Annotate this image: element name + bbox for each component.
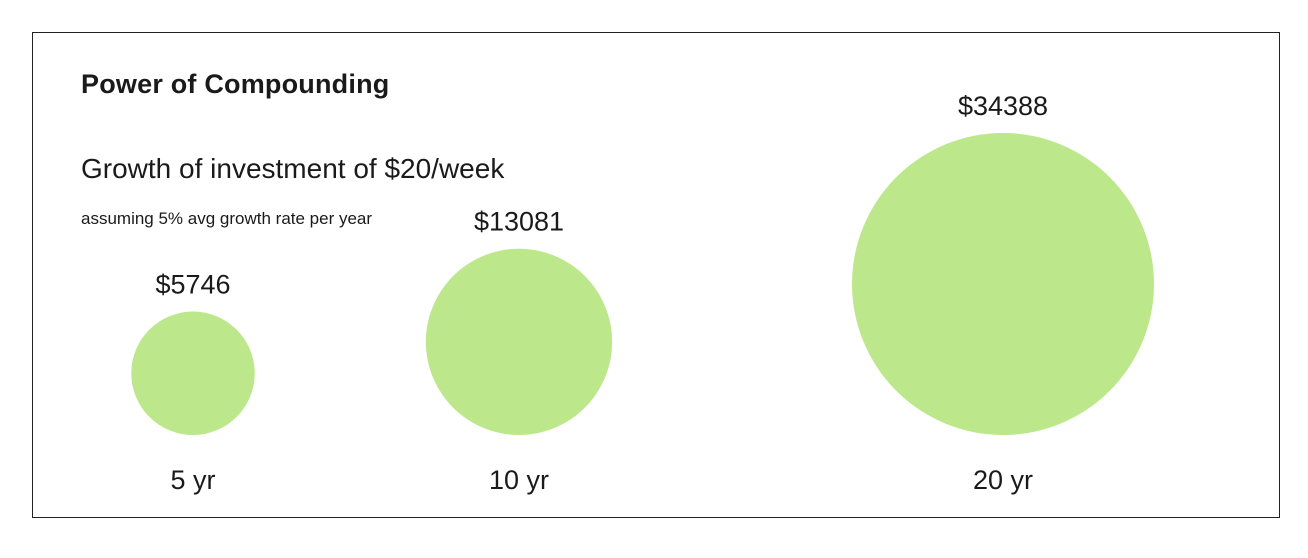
category-label: 5 yr (170, 465, 215, 495)
category-label: 20 yr (973, 465, 1033, 495)
bubble-chart: $5746 5 yr $13081 10 yr $34388 20 yr (131, 91, 1154, 495)
value-label: $5746 (155, 270, 230, 300)
category-label: 10 yr (489, 465, 549, 495)
value-label: $13081 (474, 207, 564, 237)
value-label: $34388 (958, 91, 1048, 121)
bubble-20yr (852, 133, 1154, 435)
chart-subtitle: Growth of investment of $20/week (81, 153, 505, 184)
chart-card: Power of Compounding Growth of investmen… (32, 32, 1280, 518)
bubble-10yr (425, 248, 613, 435)
chart-title: Power of Compounding (81, 69, 390, 99)
bubble-5yr (131, 311, 255, 436)
chart-note: assuming 5% avg growth rate per year (81, 209, 373, 228)
